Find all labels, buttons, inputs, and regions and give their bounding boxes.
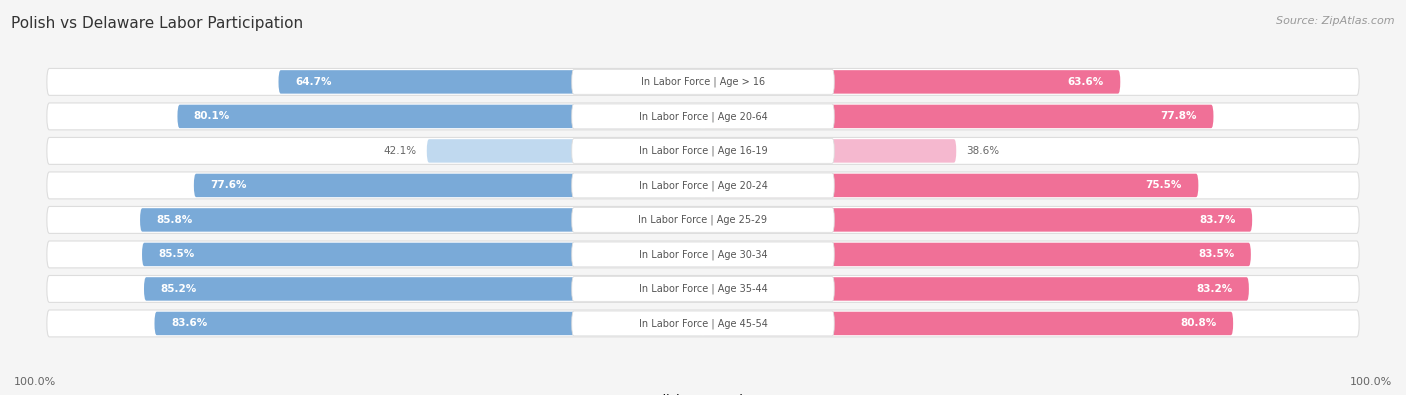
Text: 85.2%: 85.2%: [160, 284, 197, 294]
Text: In Labor Force | Age 35-44: In Labor Force | Age 35-44: [638, 284, 768, 294]
Text: 100.0%: 100.0%: [1350, 377, 1392, 387]
FancyBboxPatch shape: [572, 139, 834, 164]
Text: In Labor Force | Age 16-19: In Labor Force | Age 16-19: [638, 146, 768, 156]
FancyBboxPatch shape: [572, 207, 834, 232]
FancyBboxPatch shape: [703, 105, 1213, 128]
Text: 85.8%: 85.8%: [156, 215, 193, 225]
FancyBboxPatch shape: [703, 208, 1253, 231]
FancyBboxPatch shape: [142, 243, 703, 266]
FancyBboxPatch shape: [155, 312, 703, 335]
Text: 83.7%: 83.7%: [1199, 215, 1236, 225]
FancyBboxPatch shape: [703, 70, 1121, 94]
Text: 38.6%: 38.6%: [966, 146, 1000, 156]
Text: 100.0%: 100.0%: [14, 377, 56, 387]
Text: Polish vs Delaware Labor Participation: Polish vs Delaware Labor Participation: [11, 16, 304, 31]
FancyBboxPatch shape: [703, 139, 956, 163]
FancyBboxPatch shape: [46, 137, 1360, 164]
Text: In Labor Force | Age > 16: In Labor Force | Age > 16: [641, 77, 765, 87]
FancyBboxPatch shape: [703, 277, 1249, 301]
FancyBboxPatch shape: [427, 139, 703, 163]
Text: Source: ZipAtlas.com: Source: ZipAtlas.com: [1277, 16, 1395, 26]
FancyBboxPatch shape: [46, 207, 1360, 233]
Text: 42.1%: 42.1%: [384, 146, 418, 156]
Text: 64.7%: 64.7%: [295, 77, 332, 87]
FancyBboxPatch shape: [46, 103, 1360, 130]
FancyBboxPatch shape: [194, 174, 703, 197]
FancyBboxPatch shape: [46, 275, 1360, 303]
FancyBboxPatch shape: [46, 241, 1360, 268]
FancyBboxPatch shape: [572, 242, 834, 267]
FancyBboxPatch shape: [572, 173, 834, 198]
Text: 83.5%: 83.5%: [1198, 249, 1234, 260]
FancyBboxPatch shape: [278, 70, 703, 94]
Text: 77.8%: 77.8%: [1160, 111, 1197, 121]
Text: In Labor Force | Age 20-24: In Labor Force | Age 20-24: [638, 180, 768, 191]
Legend: Polish, Delaware: Polish, Delaware: [624, 394, 782, 395]
Text: 80.8%: 80.8%: [1181, 318, 1216, 329]
FancyBboxPatch shape: [572, 104, 834, 129]
Text: In Labor Force | Age 30-34: In Labor Force | Age 30-34: [638, 249, 768, 260]
FancyBboxPatch shape: [46, 172, 1360, 199]
FancyBboxPatch shape: [703, 174, 1198, 197]
FancyBboxPatch shape: [46, 68, 1360, 95]
FancyBboxPatch shape: [572, 276, 834, 301]
Text: 75.5%: 75.5%: [1146, 181, 1182, 190]
Text: 77.6%: 77.6%: [211, 181, 246, 190]
Text: 83.6%: 83.6%: [172, 318, 207, 329]
Text: In Labor Force | Age 20-64: In Labor Force | Age 20-64: [638, 111, 768, 122]
FancyBboxPatch shape: [703, 243, 1251, 266]
Text: In Labor Force | Age 45-54: In Labor Force | Age 45-54: [638, 318, 768, 329]
Text: 83.2%: 83.2%: [1197, 284, 1233, 294]
FancyBboxPatch shape: [46, 310, 1360, 337]
FancyBboxPatch shape: [141, 208, 703, 231]
Text: In Labor Force | Age 25-29: In Labor Force | Age 25-29: [638, 214, 768, 225]
FancyBboxPatch shape: [572, 70, 834, 94]
Text: 63.6%: 63.6%: [1067, 77, 1104, 87]
Text: 80.1%: 80.1%: [194, 111, 231, 121]
FancyBboxPatch shape: [572, 311, 834, 336]
FancyBboxPatch shape: [143, 277, 703, 301]
FancyBboxPatch shape: [177, 105, 703, 128]
FancyBboxPatch shape: [703, 312, 1233, 335]
Text: 85.5%: 85.5%: [159, 249, 194, 260]
